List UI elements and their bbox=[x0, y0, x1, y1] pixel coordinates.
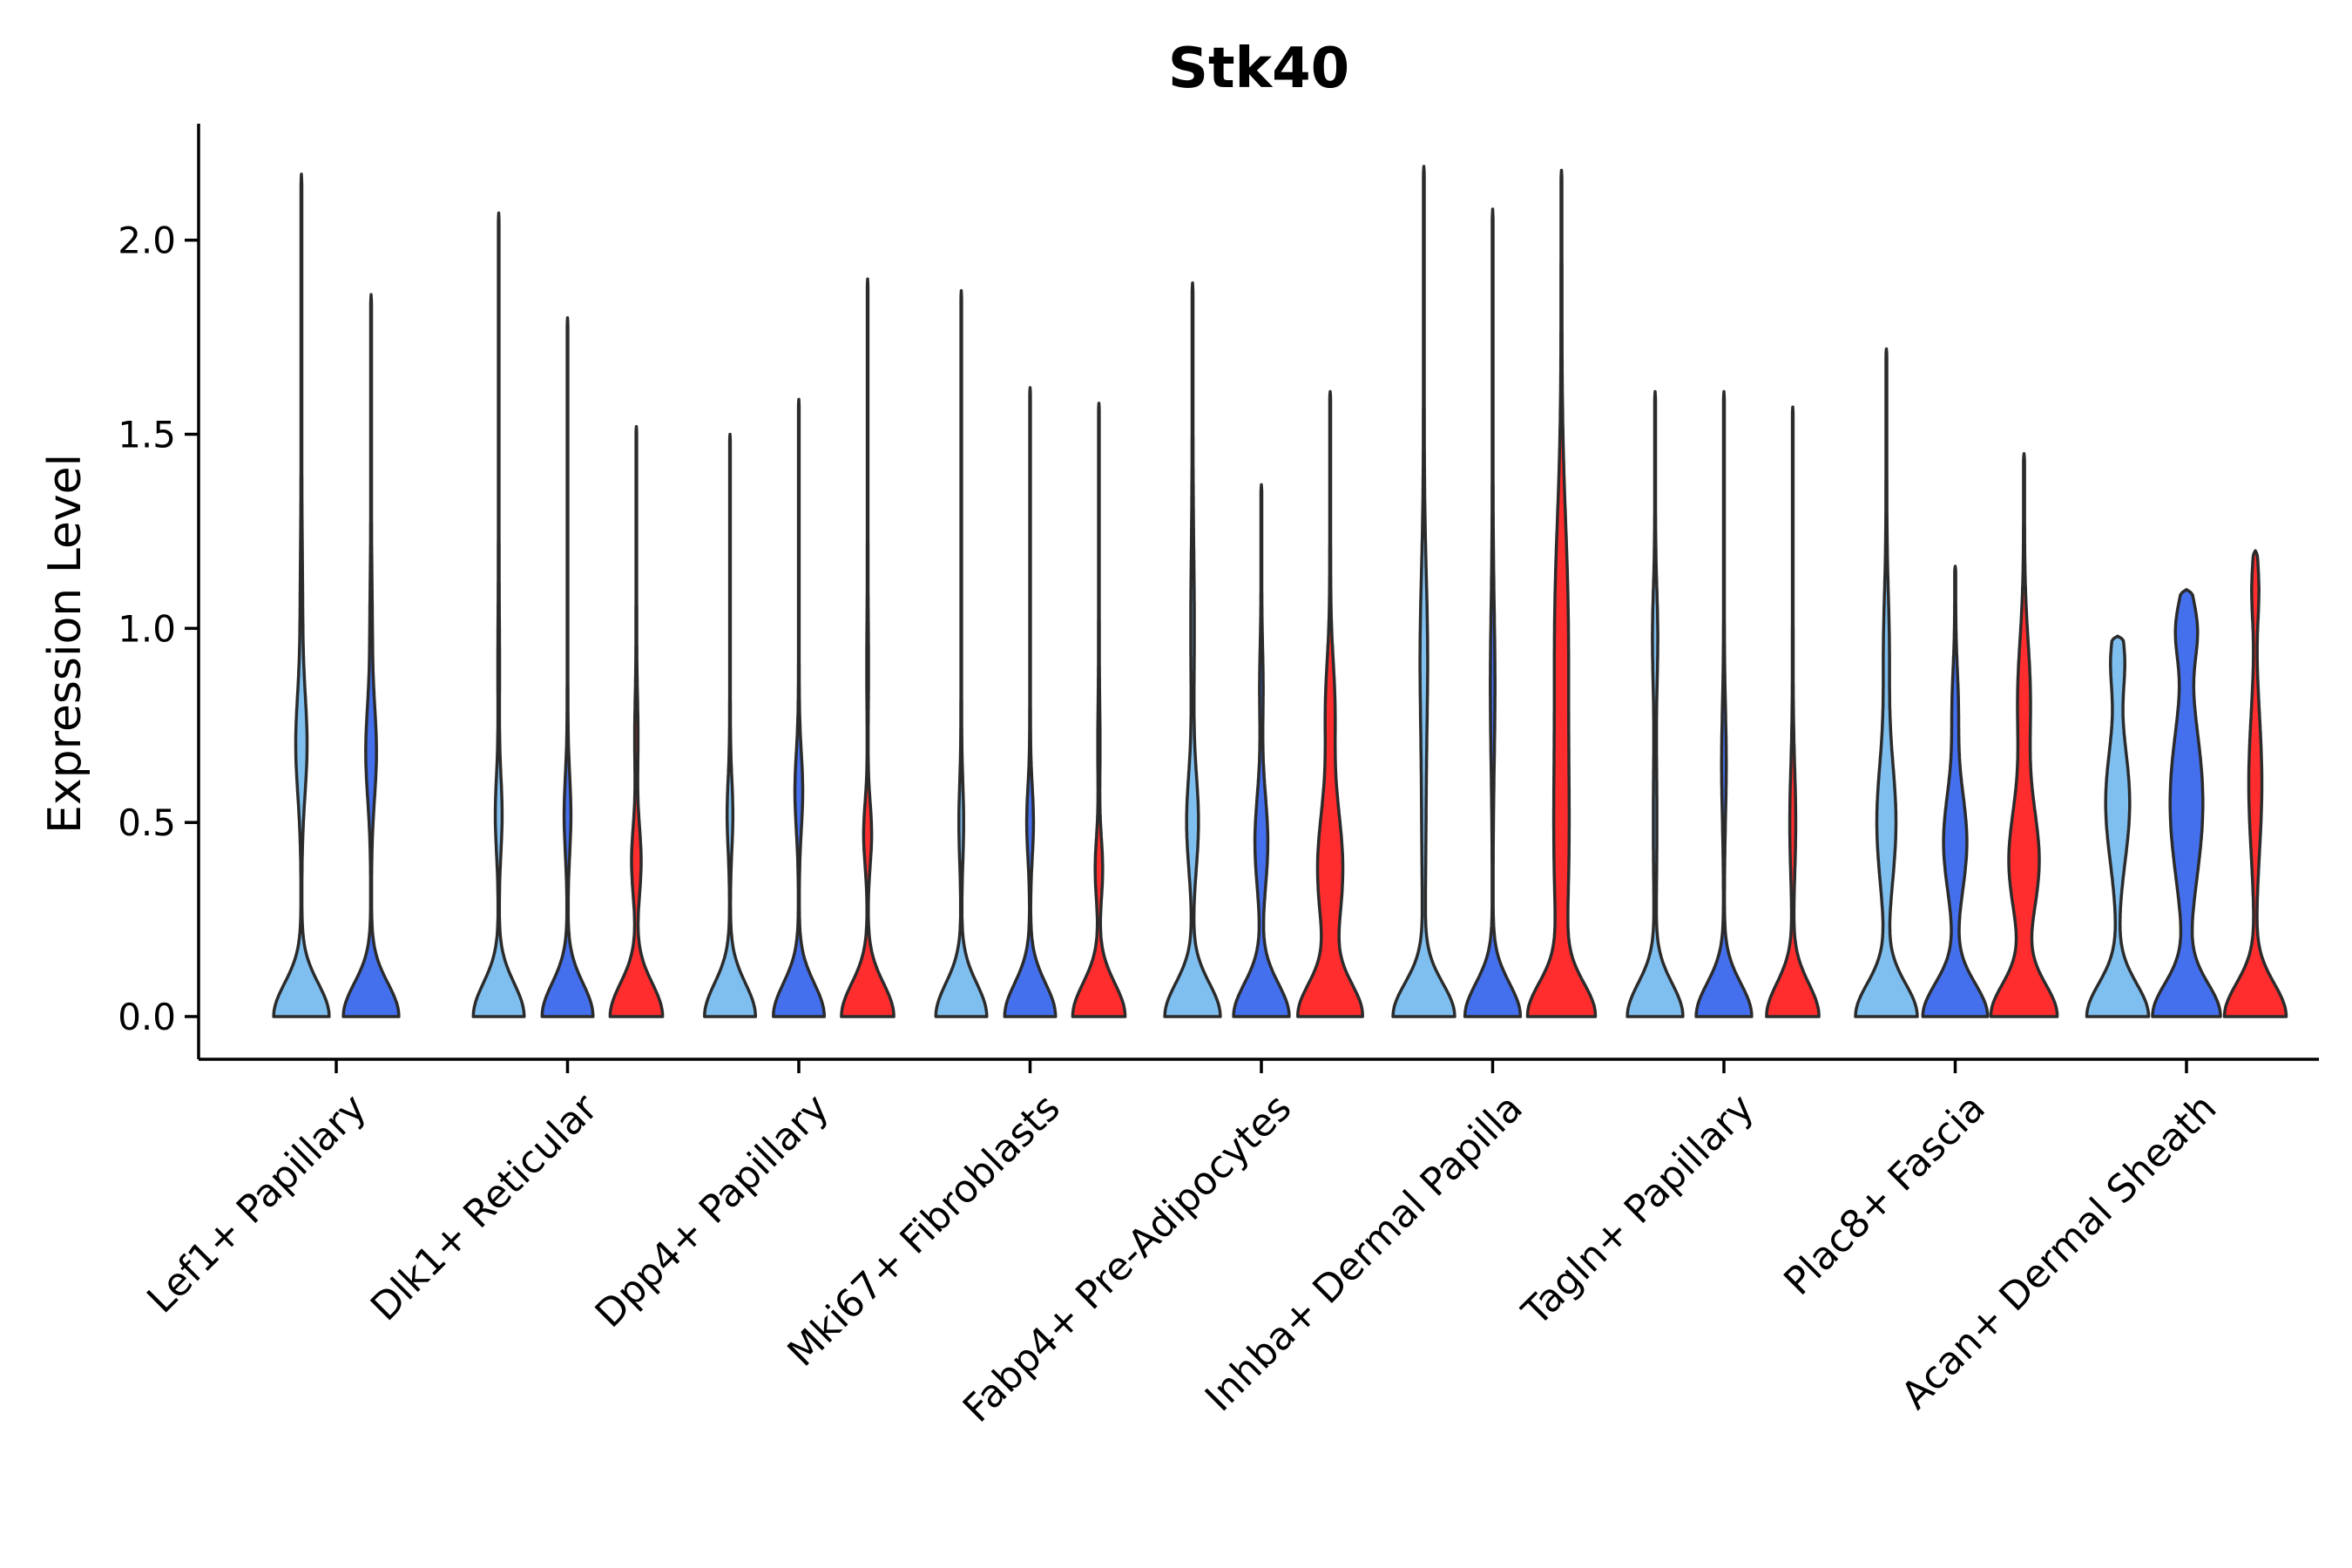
chart-title: Stk40 bbox=[1168, 37, 1349, 101]
violin-inhba-dermal-papilla-1 bbox=[1463, 207, 1523, 1018]
violin-lef1-papillary-0 bbox=[272, 172, 331, 1018]
violin-lef1-papillary-1 bbox=[341, 293, 401, 1018]
x-category-label: Plac8+ Fascia bbox=[1775, 1085, 1994, 1304]
violin-mki67-fibroblasts-1 bbox=[1003, 386, 1058, 1018]
violin-fabp4-pre-adipocytes-1 bbox=[1232, 483, 1291, 1018]
violin-tagln-papillary-1 bbox=[1694, 389, 1754, 1018]
y-tick-label: 1.0 bbox=[118, 607, 176, 650]
violin-fabp4-pre-adipocytes-0 bbox=[1163, 280, 1222, 1018]
violin-mki67-fibroblasts-0 bbox=[934, 288, 989, 1018]
y-ticks: 0.0 0.5 1.0 1.5 2.0 bbox=[118, 220, 199, 1038]
violin-dpp4-papillary-0 bbox=[703, 432, 758, 1018]
y-tick-label: 0.0 bbox=[118, 996, 176, 1038]
x-category-label: Lef1+ Papillary bbox=[139, 1085, 375, 1321]
violin-plac8-fascia-1 bbox=[1921, 564, 1990, 1018]
violin-dlk1-reticular-1 bbox=[540, 316, 595, 1018]
violin-dpp4-papillary-2 bbox=[840, 277, 896, 1018]
x-category-label: Tagln+ Papillary bbox=[1513, 1085, 1762, 1335]
y-axis-label: Expression Level bbox=[39, 454, 91, 834]
violin-dlk1-reticular-2 bbox=[608, 424, 665, 1018]
violin-fabp4-pre-adipocytes-2 bbox=[1296, 389, 1364, 1018]
violin-layer bbox=[272, 165, 2288, 1018]
x-category-label: Dpp4+ Papillary bbox=[587, 1085, 838, 1336]
violin-tagln-papillary-2 bbox=[1765, 405, 1821, 1018]
y-tick-label: 0.5 bbox=[118, 801, 176, 844]
violin-mki67-fibroblasts-2 bbox=[1071, 402, 1127, 1018]
violin-dpp4-papillary-1 bbox=[772, 397, 827, 1018]
violin-inhba-dermal-papilla-2 bbox=[1525, 168, 1598, 1018]
violin-plac8-fascia-2 bbox=[1989, 452, 2059, 1018]
violin-inhba-dermal-papilla-0 bbox=[1391, 165, 1456, 1018]
violin-dlk1-reticular-0 bbox=[471, 211, 526, 1018]
violin-acan-dermal-sheath-2 bbox=[2222, 549, 2288, 1018]
violin-tagln-papillary-0 bbox=[1625, 389, 1685, 1018]
violin-plac8-fascia-0 bbox=[1854, 347, 1919, 1018]
violin-acan-dermal-sheath-1 bbox=[2151, 588, 2222, 1018]
y-tick-label: 1.5 bbox=[118, 414, 176, 456]
violin-acan-dermal-sheath-0 bbox=[2085, 634, 2151, 1018]
x-category-label: Dlk1+ Reticular bbox=[362, 1085, 607, 1330]
y-tick-label: 2.0 bbox=[118, 220, 176, 262]
